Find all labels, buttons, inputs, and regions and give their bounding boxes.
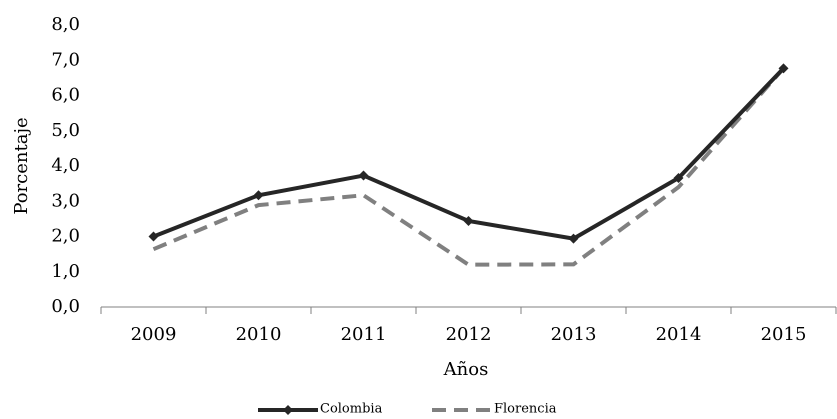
y-tick-label: 0,0 xyxy=(51,296,80,317)
legend-label: Florencia xyxy=(494,402,557,417)
y-tick-label: 7,0 xyxy=(51,49,80,70)
y-tick-label: 1,0 xyxy=(51,261,80,282)
series-line xyxy=(152,66,785,241)
y-tick-label: 5,0 xyxy=(51,120,80,141)
point-marker xyxy=(358,170,369,181)
point-marker xyxy=(778,63,789,74)
y-tick-label: 2,0 xyxy=(51,226,80,247)
x-axis-title: Años xyxy=(443,359,489,380)
y-tick-label: 4,0 xyxy=(51,155,80,176)
point-marker xyxy=(148,231,159,242)
x-tick-label: 2010 xyxy=(236,324,282,345)
point-marker xyxy=(253,190,264,201)
legend-label: Colombia xyxy=(320,402,383,417)
x-tick-label: 2011 xyxy=(341,324,387,345)
y-axis-title: Porcentaje xyxy=(11,117,32,214)
y-tick-label: 6,0 xyxy=(51,85,80,106)
x-tick-label: 2014 xyxy=(656,324,702,345)
x-tick-label: 2012 xyxy=(446,324,492,345)
point-marker xyxy=(673,172,684,183)
legend-marker xyxy=(283,405,293,415)
y-tick-label: 3,0 xyxy=(51,190,80,211)
x-tick-label: 2009 xyxy=(131,324,177,345)
point-marker xyxy=(463,215,474,226)
x-tick-label: 2015 xyxy=(761,324,807,345)
series-line xyxy=(152,67,785,267)
point-marker xyxy=(568,233,579,244)
y-tick-label: 8,0 xyxy=(51,14,80,35)
x-tick-label: 2013 xyxy=(551,324,597,345)
